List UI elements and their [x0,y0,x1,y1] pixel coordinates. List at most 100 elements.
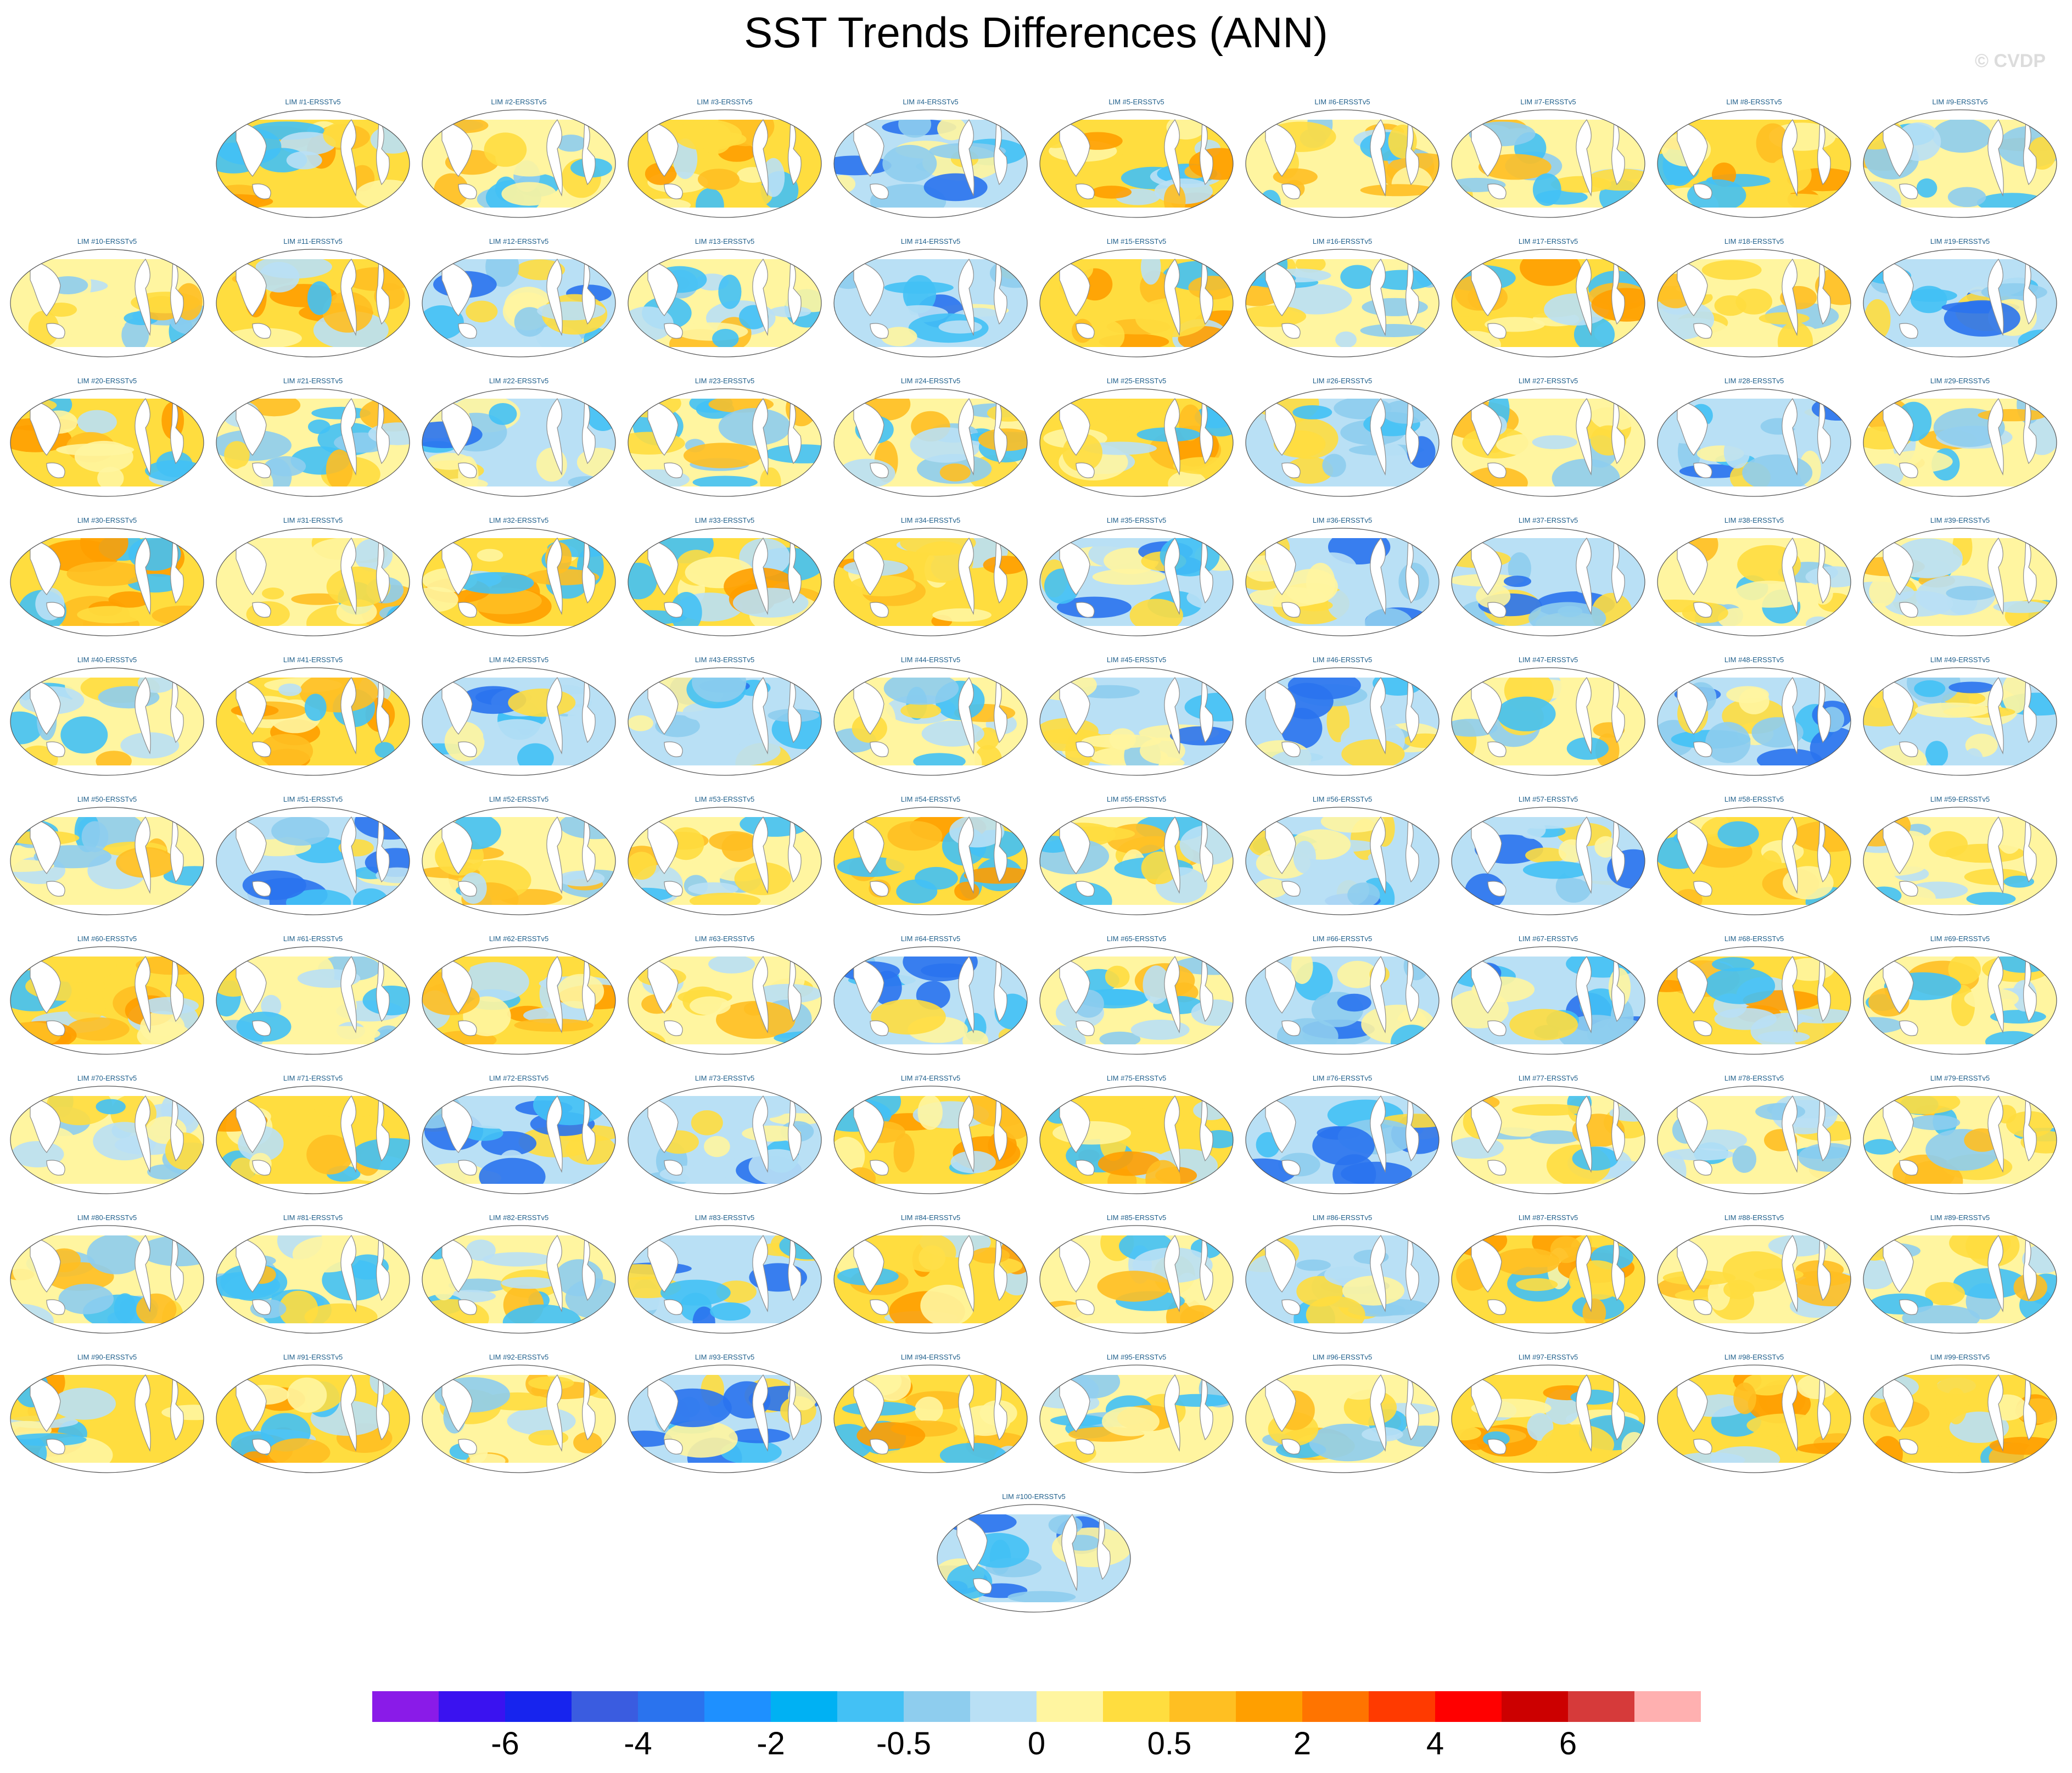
arctic-no-data [1863,389,2057,399]
land-mass [252,1160,271,1176]
antarctic-no-data [834,486,1027,496]
land-mass [1076,1299,1095,1315]
sst-anomaly-patch [352,888,389,915]
land-mass [1405,676,1419,743]
map-panel: LIM #60-ERSSTv5 [8,935,206,1058]
land-mass [1693,881,1712,897]
map-panel: LIM #99-ERSSTv5 [1861,1353,2059,1476]
sst-trend-map [1657,1364,1851,1473]
land-mass [170,1095,184,1162]
sst-anomaly-patch [2002,673,2029,714]
sst-anomaly-patch [1168,471,1207,496]
land-mass [1281,741,1301,757]
land-mass [441,538,473,595]
sst-anomaly-patch [114,1293,136,1323]
land-mass [853,1095,884,1153]
land-mass [1987,1234,2004,1313]
map-panel: LIM #76-ERSSTv5 [1244,1074,1441,1198]
sst-trend-map [1863,1225,2057,1334]
sst-trend-map [1863,1086,2057,1194]
sst-anomaly-patch [1105,965,1130,988]
land-mass [1693,183,1712,199]
sst-anomaly-patch [1091,186,1132,199]
antarctic-no-data [937,1602,1130,1612]
panel-label: LIM #30-ERSSTv5 [77,516,137,524]
arctic-no-data [834,110,1027,120]
land-mass [236,119,267,177]
sst-trend-map [1657,1086,1851,1194]
antarctic-no-data [1246,626,1439,636]
cvdp-credit: © CVDP [1975,51,2046,71]
panel-label: LIM #78-ERSSTv5 [1724,1074,1784,1082]
colorbar-swatch [638,1691,704,1722]
map-border [1863,946,2057,1055]
panel-label: LIM #64-ERSSTv5 [900,935,961,943]
sst-anomaly-patch [1337,960,1378,988]
land-mass [170,258,184,325]
antarctic-no-data [1246,486,1439,496]
land-mass [1987,1374,2004,1452]
antarctic-no-data [834,626,1027,636]
map-panel: LIM #53-ERSSTv5 [626,795,824,919]
sst-anomaly-patch [1746,1413,1825,1437]
arctic-no-data [422,110,615,120]
land-mass [1883,1374,1914,1432]
land-mass [1899,602,1918,618]
map-border [1245,109,1440,218]
sst-anomaly-patch [1908,1115,1961,1131]
land-mass [1611,119,1625,186]
sst-anomaly-patch [1284,569,1338,605]
arctic-no-data [1246,1226,1439,1235]
colorbar-swatch [372,1691,439,1722]
arctic-no-data [1657,528,1851,538]
land-mass [441,816,473,874]
arctic-no-data [937,1504,1130,1514]
arctic-no-data [216,947,410,957]
sst-anomaly-patch [1947,187,1986,208]
sst-anomaly-patch [1280,284,1352,315]
colorbar-tick-label: -2 [757,1726,785,1761]
land-mass [135,258,151,337]
land-mass [664,1160,683,1176]
land-mass [546,537,563,616]
land-mass [1782,119,1798,197]
land-mass [1370,258,1386,337]
sst-anomaly-patch [527,569,600,585]
panel-label: LIM #37-ERSSTv5 [1518,516,1578,524]
panel-label: LIM #27-ERSSTv5 [1518,377,1578,385]
antarctic-no-data [216,1463,410,1473]
sst-trend-map [628,1086,822,1194]
land-mass [170,955,184,1022]
antarctic-no-data [422,1044,615,1054]
sst-trend-map [1245,388,1440,497]
map-border [1039,667,1234,776]
antarctic-no-data [1863,1323,2057,1333]
sst-anomaly-patch [1193,1100,1229,1120]
colorbar-tick-label: -4 [624,1726,652,1761]
land-mass [1281,1020,1301,1036]
map-border [833,249,1028,357]
sst-anomaly-patch [1754,1268,1804,1281]
sst-anomaly-patch [1516,1278,1558,1291]
land-mass [1076,1160,1095,1176]
map-border [216,1086,410,1194]
land-mass [1076,881,1095,897]
antarctic-no-data [1452,1044,1645,1054]
map-panel: LIM #68-ERSSTv5 [1655,935,1853,1058]
sst-anomaly-patch [1292,405,1332,420]
land-mass [236,816,267,874]
land-mass [787,955,802,1022]
antarctic-no-data [10,626,204,636]
sst-trend-map [1039,388,1234,497]
land-mass [581,676,596,743]
sst-trend-map [1863,388,2057,497]
panel-label: LIM #47-ERSSTv5 [1518,656,1578,664]
land-mass [1576,816,1592,894]
land-mass [340,816,357,894]
antarctic-no-data [1657,347,1851,357]
sst-anomaly-patch [900,703,942,719]
land-mass [1199,1234,1213,1301]
sst-anomaly-patch [708,954,755,974]
land-mass [30,398,61,456]
panel-label: LIM #60-ERSSTv5 [77,935,137,943]
